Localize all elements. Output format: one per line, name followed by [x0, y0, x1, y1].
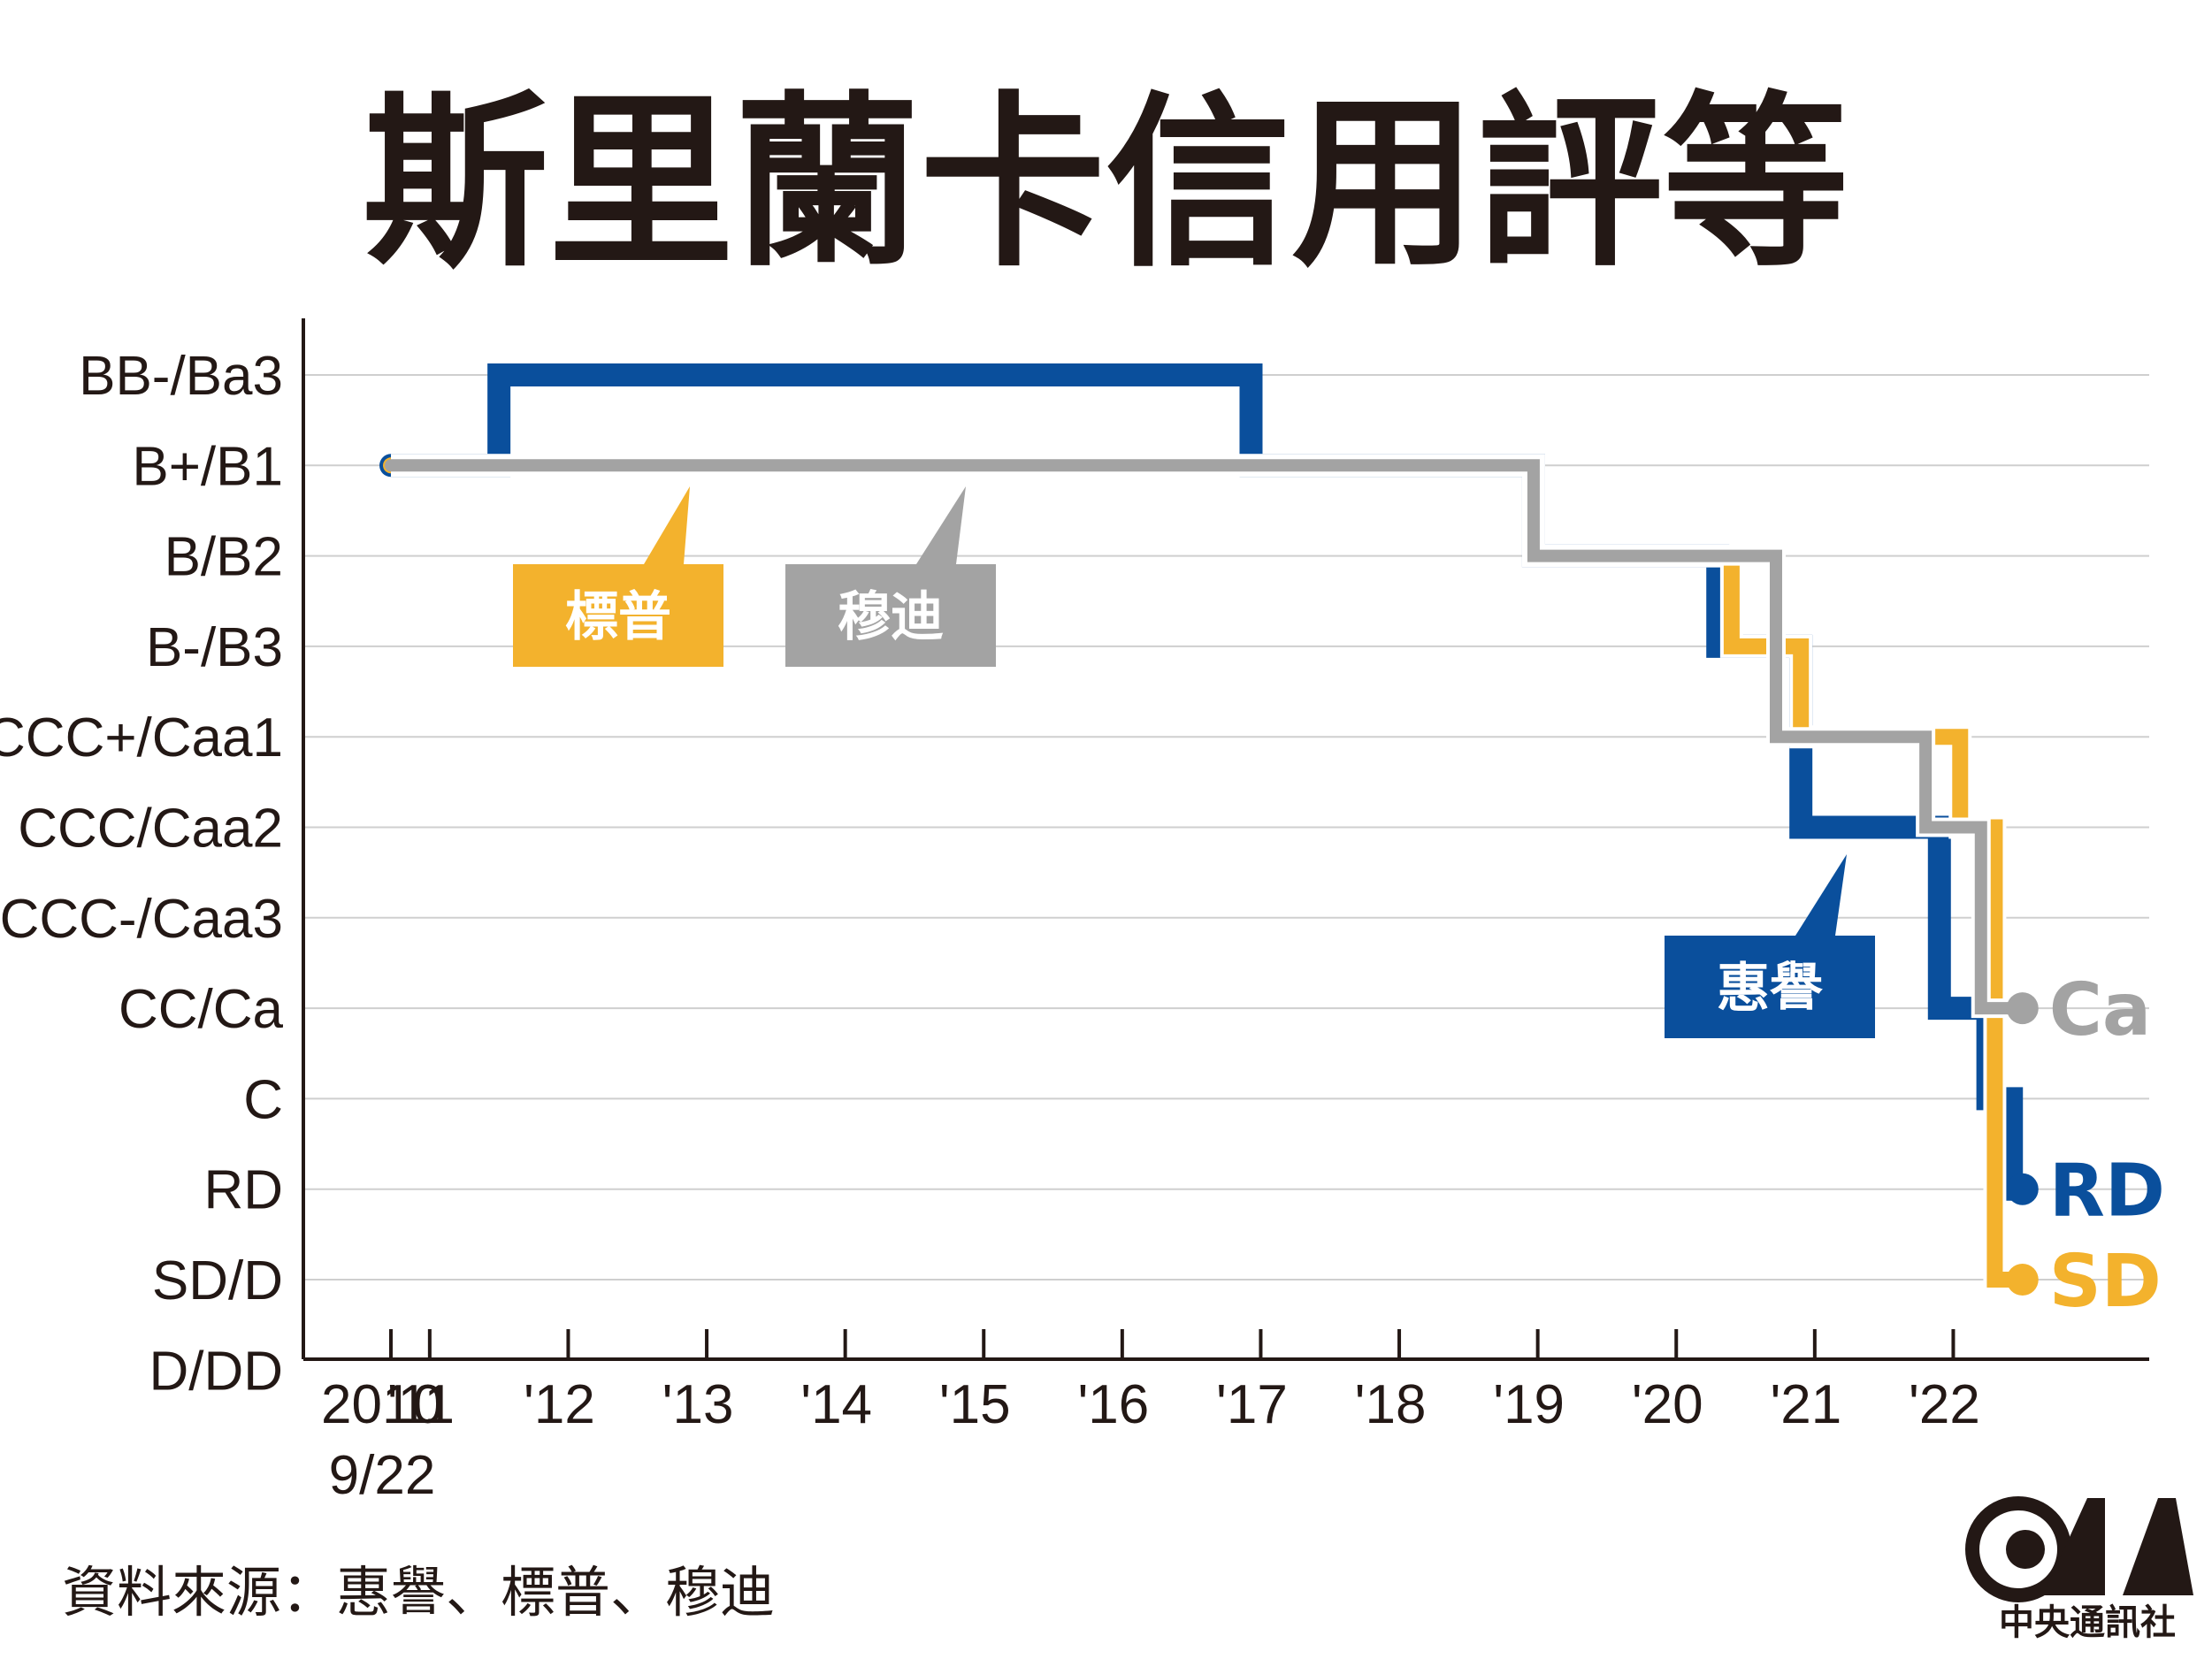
- x-tick-label: '15: [939, 1374, 1011, 1435]
- legend-box-sp: [513, 564, 723, 667]
- legend-box-moodys: [785, 564, 996, 667]
- y-tick-label: CCC+/Caa1: [0, 707, 283, 768]
- y-tick-label: CC/Ca: [119, 979, 284, 1040]
- x-tick-label: '21: [1770, 1374, 1841, 1435]
- x-tick-label: 2010: [321, 1374, 443, 1435]
- legend-pointer-sp: [644, 486, 690, 564]
- cna-logo-icon: [1965, 1496, 2193, 1602]
- legend-box-fitch: [1665, 936, 1875, 1038]
- y-tick-label: CCC-/Caa3: [0, 889, 283, 950]
- legend-label-moodys: 穆迪: [838, 586, 944, 648]
- x-tick-label: '13: [662, 1374, 734, 1435]
- legend-label-fitch: 惠譽: [1717, 958, 1823, 1020]
- legend-pointer-moodys: [916, 486, 966, 564]
- x-tick-label-date: 9/22: [329, 1445, 436, 1506]
- y-tick-label: BB-/Ba3: [79, 346, 283, 407]
- y-axis-labels: D/DD SD/D RD C CC/Ca CCC-/Caa3 CCC/Caa2 CCC+/Ca…: [0, 346, 284, 1402]
- logo-text: 中央通訊社: [1999, 1602, 2176, 1643]
- x-tick-label: '18: [1355, 1374, 1427, 1435]
- end-label-fitch: RD: [2049, 1150, 2165, 1234]
- legend-boxes: 惠譽 標普 穆迪: [513, 486, 1875, 1038]
- legend-label-sp: 標普: [565, 586, 671, 648]
- y-tick-label: B+/B1: [132, 436, 283, 497]
- x-tick-label: '20: [1632, 1374, 1703, 1435]
- axes: [302, 318, 2149, 1361]
- y-tick-label: B/B2: [165, 527, 283, 588]
- end-marker-fitch: [2006, 1173, 2039, 1205]
- series-line-fitch: [379, 363, 2034, 1201]
- end-label-sp: SD: [2049, 1240, 2162, 1324]
- y-tick-label: SD/D: [152, 1250, 283, 1311]
- source-note: 資料來源：惠譽、標普、穆迪: [62, 1560, 775, 1625]
- x-tick-label: '11: [387, 1374, 455, 1435]
- end-label-moodys: Ca: [2049, 968, 2152, 1052]
- end-marker-sp: [2006, 1264, 2039, 1296]
- y-tick-label: B-/B3: [146, 617, 283, 678]
- x-tick-label: '12: [524, 1374, 595, 1435]
- y-tick-label: CCC/Caa2: [18, 799, 283, 860]
- x-tick-label: '22: [1909, 1374, 1980, 1435]
- legend-pointer-fitch: [1795, 854, 1847, 936]
- x-tick-label: '19: [1493, 1374, 1565, 1435]
- chart-title: 斯里蘭卡信用評等: [363, 75, 1848, 292]
- end-marker-moodys: [2006, 992, 2039, 1025]
- y-tick-label: RD: [203, 1160, 283, 1221]
- x-axis-labels: 2010 9/22 '11 '12 '13 '14 '15 '16 '17 '18 '19 '20 '2…: [321, 1329, 1980, 1506]
- x-tick-label: '17: [1216, 1374, 1288, 1435]
- series-lines: [379, 363, 2034, 1291]
- series-line-moodys: [385, 459, 2029, 1015]
- x-tick-label: '14: [800, 1374, 872, 1435]
- y-tick-label: D/DD: [149, 1341, 283, 1402]
- x-tick-label: '16: [1077, 1374, 1149, 1435]
- y-tick-label: C: [243, 1069, 283, 1130]
